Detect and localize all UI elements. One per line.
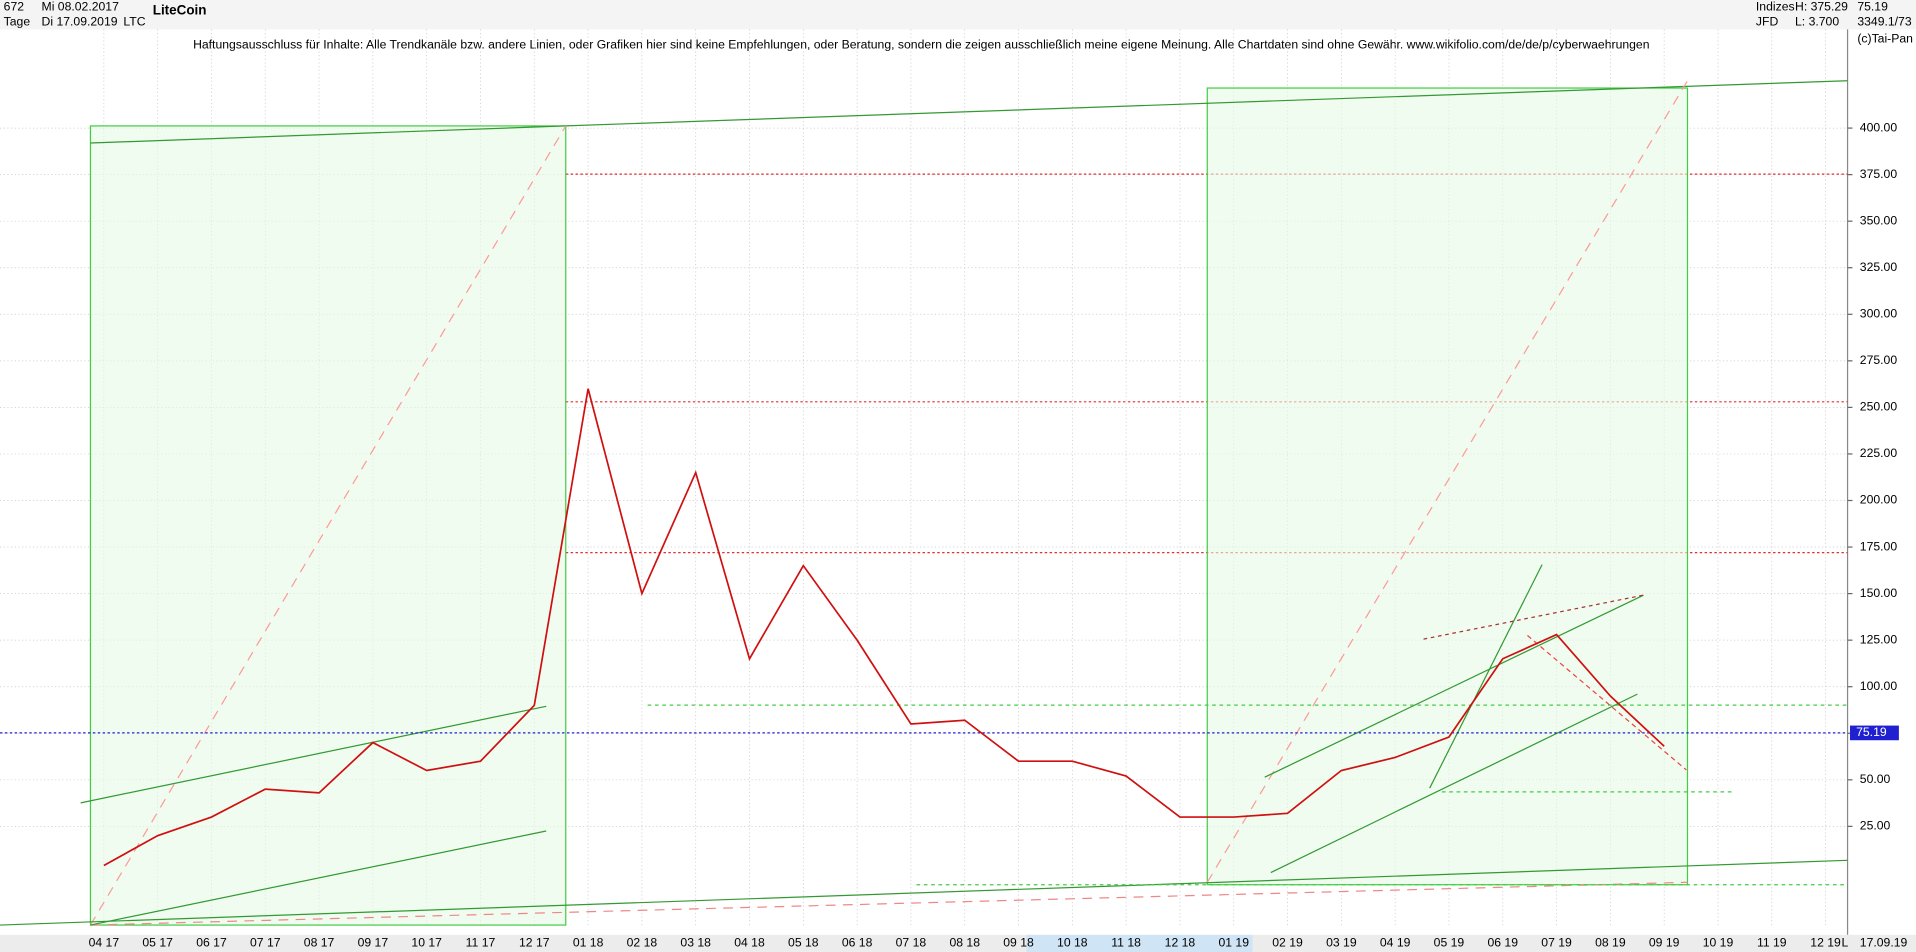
- y-tick-label: 250.00: [1860, 400, 1898, 414]
- high: H: 375.29: [1795, 0, 1848, 14]
- y-tick-label: 100.00: [1860, 679, 1898, 693]
- y-tick-label: 125.00: [1860, 632, 1898, 646]
- x-tick-label: 06 18: [842, 936, 873, 950]
- diagonal: [89, 125, 567, 926]
- y-tick-label: 200.00: [1860, 493, 1898, 507]
- x-tick-label: 08 19: [1595, 936, 1626, 950]
- trend-line: [80, 705, 547, 804]
- y-tick-label: 325.00: [1860, 260, 1898, 274]
- x-tick-label: 02 19: [1272, 936, 1303, 950]
- low: L: 3.700: [1795, 14, 1839, 28]
- y-tick-label: 400.00: [1860, 120, 1898, 134]
- x-axis-bar: [0, 934, 1916, 952]
- x-tick-label: 03 18: [680, 936, 711, 950]
- trend-line: [90, 830, 547, 926]
- trend-line: [0, 859, 1848, 926]
- y-tick-label: 50.00: [1860, 772, 1891, 786]
- annotations: [0, 80, 1848, 926]
- price-line: [103, 388, 1665, 867]
- x-tick-label: 02 18: [627, 936, 658, 950]
- symbol: LTC: [123, 14, 145, 28]
- x-tick-label: 07 19: [1541, 936, 1572, 950]
- x-tick-label: 03 19: [1326, 936, 1357, 950]
- trend-line: [1527, 634, 1687, 771]
- x-tick-label: 01 19: [1218, 936, 1249, 950]
- header-bar: [0, 0, 1916, 30]
- trend-line: [1429, 564, 1543, 789]
- y-tick-label: 275.00: [1860, 353, 1898, 367]
- box: [1206, 87, 1689, 886]
- x-tick-label: 08 18: [949, 936, 980, 950]
- last-price: 75.19: [1857, 0, 1888, 14]
- y-tick-label: 300.00: [1860, 307, 1898, 321]
- x-tick-label: 05 18: [788, 936, 819, 950]
- trend-line: [1264, 594, 1644, 778]
- current-price-label: 75.19: [1856, 725, 1887, 739]
- x-tick-label: 07 17: [250, 936, 281, 950]
- volume: 3349.1/73: [1857, 14, 1912, 28]
- trend-line: [1270, 693, 1638, 874]
- trend-line: [565, 80, 1848, 127]
- x-tick-label: 06 17: [196, 936, 227, 950]
- x-tick-label: 06 19: [1487, 936, 1518, 950]
- exchange: JFD: [1756, 14, 1779, 28]
- start-date[interactable]: Mi 08.02.2017: [42, 0, 120, 14]
- disclaimer: Haftungsausschluss für Inhalte: Alle Tre…: [193, 37, 1649, 51]
- y-tick-label: 175.00: [1860, 539, 1898, 553]
- bar-count[interactable]: 672: [4, 0, 25, 14]
- x-tick-label: 09 19: [1649, 936, 1680, 950]
- diagonal: [90, 881, 1688, 926]
- x-tick-label: 07 18: [896, 936, 927, 950]
- copyright: (c)Tai-Pan: [1857, 31, 1913, 45]
- y-tick-label: 25.00: [1860, 819, 1891, 833]
- x-axis-highlight: [1026, 934, 1253, 952]
- y-tick-label: 375.00: [1860, 167, 1898, 181]
- x-tick-label: 08 17: [304, 936, 335, 950]
- y-tick-label: 150.00: [1860, 586, 1898, 600]
- x-tick-label: 09 18: [1003, 936, 1034, 950]
- x-tick-label: 09 17: [358, 936, 389, 950]
- end-date[interactable]: Di 17.09.2019: [42, 14, 118, 28]
- diagonal: [1206, 80, 1689, 883]
- period[interactable]: Tage: [4, 14, 31, 28]
- scale-mode[interactable]: L: [1841, 936, 1848, 950]
- x-tick-label: 04 17: [89, 936, 120, 950]
- x-tick-label: 12 18: [1165, 936, 1196, 950]
- x-tick-label: 01 18: [573, 936, 604, 950]
- market: Indizes: [1756, 0, 1795, 14]
- x-tick-label: 11 18: [1111, 936, 1141, 950]
- trend-line: [90, 125, 566, 144]
- y-tick-label: 225.00: [1860, 446, 1898, 460]
- x-tick-label: 04 18: [734, 936, 765, 950]
- current-price-box: [1850, 725, 1899, 741]
- x-tick-label: 12 17: [519, 936, 550, 950]
- date-label: 17.09.19: [1860, 936, 1908, 950]
- x-tick-label: 10 19: [1703, 936, 1734, 950]
- x-tick-label: 10 17: [411, 936, 442, 950]
- x-tick-label: 05 19: [1434, 936, 1465, 950]
- x-tick-label: 12 19: [1810, 936, 1841, 950]
- x-tick-label: 05 17: [142, 936, 173, 950]
- trend-line: [1423, 594, 1644, 640]
- y-tick-label: 350.00: [1860, 213, 1898, 227]
- x-tick-label: 11 17: [466, 936, 496, 950]
- chart-title: LiteCoin: [153, 3, 207, 18]
- x-tick-label: 04 19: [1380, 936, 1411, 950]
- x-tick-label: 11 19: [1757, 936, 1787, 950]
- x-tick-label: 10 18: [1057, 936, 1088, 950]
